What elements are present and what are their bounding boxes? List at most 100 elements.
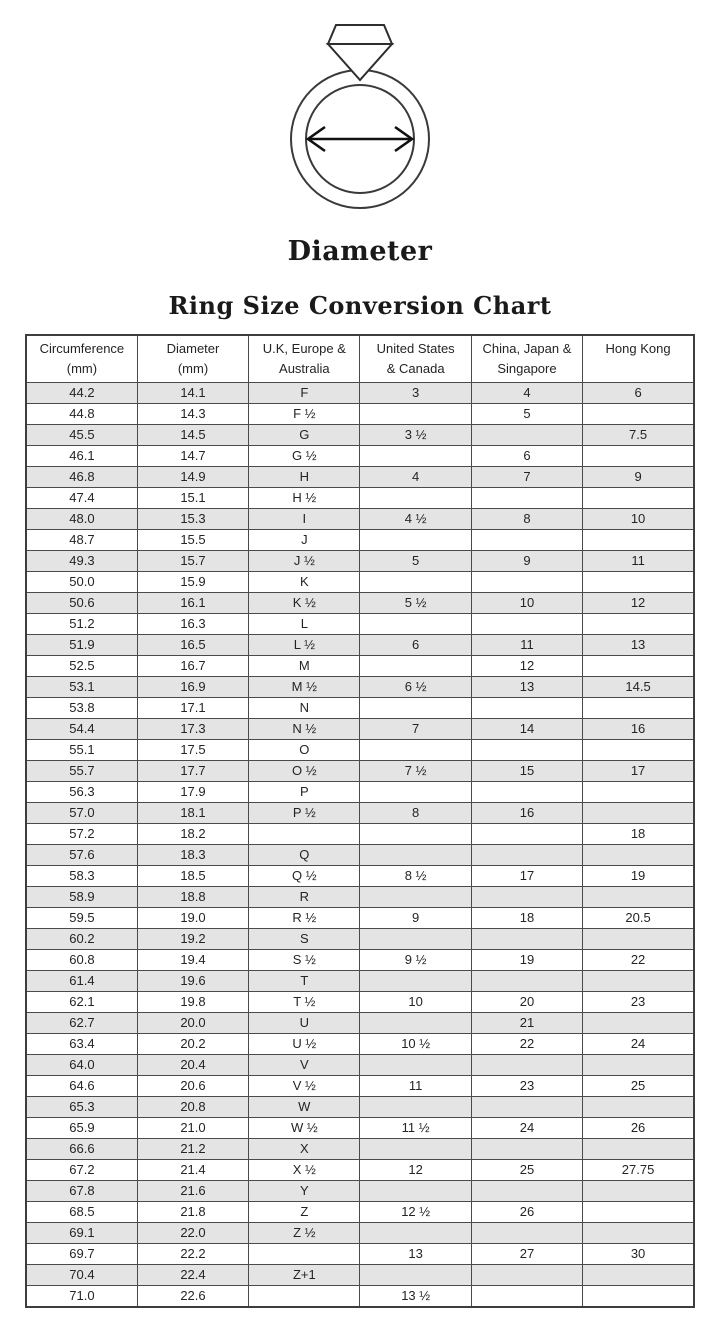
table-cell <box>248 822 361 845</box>
table-row: 52.5 16.7 M 12 <box>25 654 695 677</box>
table-cell: V <box>248 1053 361 1076</box>
table-cell: 7.5 <box>582 423 695 446</box>
table-cell: 3 ½ <box>359 423 472 446</box>
table-cell: 46.1 <box>25 444 138 467</box>
table-cell: 10 <box>359 990 472 1013</box>
table-cell: H <box>248 465 361 488</box>
table-cell: F ½ <box>248 402 361 425</box>
table-cell: 50.6 <box>25 591 138 614</box>
table-cell: 16.5 <box>136 633 250 656</box>
table-cell: 10 <box>582 507 695 530</box>
table-cell <box>359 1053 472 1076</box>
table-cell: 65.3 <box>25 1095 138 1118</box>
table-cell: 55.7 <box>25 759 138 782</box>
table-cell: 9 <box>582 465 695 488</box>
table-cell <box>359 780 472 803</box>
table-cell: 14 <box>470 717 584 740</box>
table-cell <box>359 822 472 845</box>
table-cell: 11 <box>582 549 695 572</box>
table-cell: 48.0 <box>25 507 138 530</box>
table-cell: 12 <box>582 591 695 614</box>
table-cell: 6 ½ <box>359 675 472 698</box>
table-cell: R ½ <box>248 906 361 929</box>
table-cell: 21.8 <box>136 1200 250 1223</box>
table-cell: 11 ½ <box>359 1116 472 1139</box>
table-cell: 16.7 <box>136 654 250 677</box>
table-row: 57.2 18.2 18 <box>25 822 695 845</box>
table-cell: 18 <box>470 906 584 929</box>
table-cell: 60.8 <box>25 948 138 971</box>
table-cell: 25 <box>470 1158 584 1181</box>
table-cell: K ½ <box>248 591 361 614</box>
table-cell <box>582 444 695 467</box>
table-cell: 17.7 <box>136 759 250 782</box>
table-cell: 57.0 <box>25 801 138 824</box>
table-cell: 14.1 <box>136 381 250 404</box>
table-cell: V ½ <box>248 1074 361 1097</box>
table-cell: 13 <box>470 675 584 698</box>
table-cell: L <box>248 612 361 635</box>
table-cell: 7 <box>470 465 584 488</box>
table-cell: 48.7 <box>25 528 138 551</box>
table-cell: 12 <box>359 1158 472 1181</box>
table-cell: 51.9 <box>25 633 138 656</box>
table-cell: 8 <box>359 801 472 824</box>
table-cell <box>359 1221 472 1244</box>
table-cell: 67.2 <box>25 1158 138 1181</box>
table-cell: N ½ <box>248 717 361 740</box>
table-cell: 69.1 <box>25 1221 138 1244</box>
table-cell <box>359 927 472 950</box>
table-cell <box>470 969 584 992</box>
table-row: 44.2 14.1 F 3 4 6 <box>25 381 695 404</box>
table-cell: 18.3 <box>136 843 250 866</box>
table-cell: 3 <box>359 381 472 404</box>
table-row: 47.4 15.1 H ½ <box>25 486 695 509</box>
table-cell: 64.0 <box>25 1053 138 1076</box>
table-cell: Y <box>248 1179 361 1202</box>
table-cell: 19.8 <box>136 990 250 1013</box>
table-cell <box>582 654 695 677</box>
table-cell <box>359 528 472 551</box>
table-cell: 17.9 <box>136 780 250 803</box>
table-cell <box>582 696 695 719</box>
table-cell: 63.4 <box>25 1032 138 1055</box>
table-cell: I <box>248 507 361 530</box>
table-cell <box>359 885 472 908</box>
table-cell <box>582 969 695 992</box>
table-cell: 16.1 <box>136 591 250 614</box>
table-cell: 18.2 <box>136 822 250 845</box>
table-cell: 15.3 <box>136 507 250 530</box>
diameter-arrow-icon <box>305 125 415 153</box>
table-cell: 18.8 <box>136 885 250 908</box>
table-cell: 14.7 <box>136 444 250 467</box>
table-cell: 7 <box>359 717 472 740</box>
table-row: 57.6 18.3 Q <box>25 843 695 866</box>
table-cell: 16.3 <box>136 612 250 635</box>
table-cell <box>359 1179 472 1202</box>
table-cell <box>359 696 472 719</box>
table-cell: 65.9 <box>25 1116 138 1139</box>
table-cell: 4 <box>470 381 584 404</box>
table-cell: 8 ½ <box>359 864 472 887</box>
table-cell: 5 ½ <box>359 591 472 614</box>
table-cell: 8 <box>470 507 584 530</box>
ring-diameter-illustration <box>290 24 430 209</box>
table-cell: 6 <box>359 633 472 656</box>
table-row: 44.8 14.3 F ½ 5 <box>25 402 695 425</box>
table-cell: 54.4 <box>25 717 138 740</box>
table-row: 45.5 14.5 G 3 ½ 7.5 <box>25 423 695 446</box>
table-cell: 44.2 <box>25 381 138 404</box>
table-row: 55.1 17.5 O <box>25 738 695 761</box>
table-cell: 58.9 <box>25 885 138 908</box>
table-cell: T ½ <box>248 990 361 1013</box>
table-cell <box>582 402 695 425</box>
table-cell: 17 <box>470 864 584 887</box>
table-row: 50.0 15.9 K <box>25 570 695 593</box>
table-cell: 23 <box>470 1074 584 1097</box>
table-cell <box>359 654 472 677</box>
table-cell <box>582 612 695 635</box>
table-cell: 20.5 <box>582 906 695 929</box>
table-cell: 19.4 <box>136 948 250 971</box>
table-cell: Q ½ <box>248 864 361 887</box>
